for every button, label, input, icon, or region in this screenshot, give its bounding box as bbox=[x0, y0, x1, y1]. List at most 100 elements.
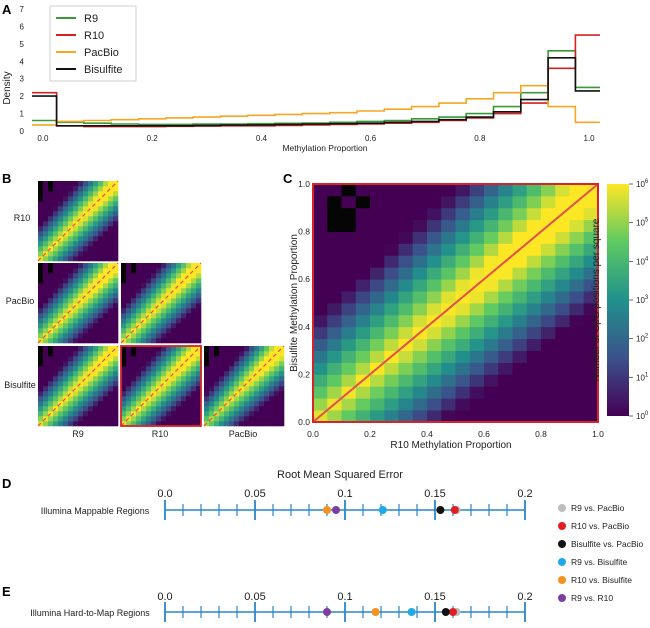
pairwise-heatmap-cell bbox=[108, 356, 114, 362]
pairwise-heatmap-cell bbox=[48, 371, 54, 377]
heatmap-cell bbox=[469, 267, 485, 280]
pairwise-heatmap-cell bbox=[93, 273, 99, 279]
pairwise-heatmap-cell bbox=[176, 421, 182, 427]
pairwise-heatmap-cell bbox=[83, 278, 89, 284]
heatmap-cell bbox=[441, 362, 456, 375]
pairwise-heatmap-cell bbox=[146, 406, 152, 412]
pairwise-heatmap-cell bbox=[73, 396, 79, 402]
pairwise-heatmap-cell bbox=[83, 221, 89, 227]
pairwise-heatmap-cell bbox=[181, 411, 187, 417]
pairwise-heatmap-cell bbox=[234, 366, 240, 372]
pairwise-heatmap-cell bbox=[73, 376, 79, 382]
pairwise-heatmap-cell bbox=[38, 231, 44, 237]
pairwise-heatmap-cell bbox=[108, 328, 114, 334]
pairwise-heatmap-cell bbox=[166, 278, 172, 284]
colorbar-tick-exponent: 6 bbox=[645, 179, 649, 185]
pairwise-heatmap bbox=[120, 262, 202, 344]
pairwise-heatmap-cell bbox=[181, 401, 187, 407]
pairwise-heatmap-cell bbox=[58, 298, 64, 304]
pairwise-heatmap-cell bbox=[156, 366, 162, 372]
pairwise-heatmap-cell bbox=[136, 293, 142, 299]
pairwise-heatmap-cell bbox=[141, 323, 147, 329]
pairwise-heatmap-cell bbox=[108, 273, 114, 279]
heatmap-cell bbox=[427, 231, 442, 244]
density-series-line bbox=[32, 84, 600, 126]
pairwise-heatmap-cell bbox=[171, 416, 177, 422]
heatmap-cell bbox=[484, 291, 499, 304]
pairwise-heatmap-cell bbox=[126, 323, 132, 329]
pairwise-heatmap-cell bbox=[181, 313, 187, 319]
pairwise-heatmap-cell bbox=[126, 273, 132, 279]
pairwise-heatmap-cell bbox=[73, 221, 79, 227]
pairwise-heatmap-cell bbox=[151, 283, 157, 289]
pairwise-heatmap-cell bbox=[234, 351, 240, 357]
pairwise-heatmap-cell bbox=[196, 381, 202, 387]
pairwise-heatmap-cell bbox=[43, 361, 49, 367]
pairwise-heatmap-cell bbox=[83, 323, 89, 329]
heatmap-cell bbox=[384, 255, 399, 268]
pairwise-heatmap-cell bbox=[279, 361, 285, 367]
pairwise-heatmap-cell bbox=[136, 288, 142, 294]
pairwise-heatmap-cell bbox=[121, 411, 127, 417]
pairwise-heatmap-cell bbox=[219, 366, 225, 372]
pairwise-heatmap-cell bbox=[196, 351, 202, 357]
pairwise-heatmap-cell bbox=[38, 216, 44, 222]
pairwise-heatmap-cell bbox=[98, 308, 104, 314]
pairwise-heatmap-cell bbox=[239, 416, 245, 422]
pairwise-heatmap-cell bbox=[58, 421, 64, 427]
pairwise-heatmap-cell bbox=[176, 371, 182, 377]
pairwise-heatmap-cell bbox=[186, 361, 192, 367]
pairwise-heatmap-cell bbox=[108, 318, 114, 324]
pairwise-heatmap-cell bbox=[98, 211, 104, 217]
heatmap-cell bbox=[569, 386, 585, 399]
pairwise-heatmap-cell bbox=[156, 381, 162, 387]
pairwise-heatmap-cell bbox=[108, 346, 114, 352]
heatmap-cell bbox=[555, 231, 570, 244]
heatmap-cell bbox=[398, 255, 414, 268]
pairwise-heatmap-cell bbox=[121, 308, 127, 314]
pairwise-heatmap-cell bbox=[161, 351, 167, 357]
heatmap-cell bbox=[398, 398, 414, 411]
pairwise-heatmap-cell bbox=[68, 273, 74, 279]
pairwise-heatmap-cell bbox=[229, 416, 235, 422]
pairwise-heatmap-cell bbox=[53, 263, 59, 269]
pairwise-heatmap-cell bbox=[131, 351, 137, 357]
pairwise-heatmap-cell bbox=[274, 416, 280, 422]
pairwise-heatmap-cell bbox=[196, 288, 202, 294]
pairwise-heatmap-cell bbox=[131, 421, 137, 427]
heatmap-cell bbox=[327, 303, 342, 316]
pairwise-heatmap-cell bbox=[146, 268, 152, 274]
pairwise-heatmap-cell bbox=[108, 406, 114, 412]
pairwise-heatmap-cell bbox=[108, 181, 114, 187]
pairwise-heatmap-cell bbox=[48, 318, 54, 324]
pairwise-heatmap-cell bbox=[93, 421, 99, 427]
pairwise-heatmap-cell bbox=[48, 236, 54, 242]
pairwise-heatmap-cell bbox=[38, 376, 44, 382]
pairwise-heatmap-cell bbox=[126, 263, 132, 269]
pairwise-heatmap-cell bbox=[58, 263, 64, 269]
heatmap-cell bbox=[484, 255, 499, 268]
pairwise-heatmap-cell bbox=[156, 391, 162, 397]
colorbar bbox=[607, 184, 629, 416]
heatmap-cell bbox=[555, 410, 570, 423]
pairwise-heatmap-cell bbox=[161, 421, 167, 427]
heatmap-cell bbox=[555, 255, 570, 268]
heatmap-cell bbox=[427, 267, 442, 280]
pairwise-heatmap-cell bbox=[113, 308, 119, 314]
heatmap-cell bbox=[341, 207, 357, 221]
pairwise-heatmap-cell bbox=[214, 401, 220, 407]
pairwise-heatmap-cell bbox=[151, 356, 157, 362]
heatmap-cell bbox=[355, 398, 371, 411]
pairwise-heatmap-cell bbox=[58, 391, 64, 397]
pairwise-heatmap-cell bbox=[141, 386, 147, 392]
pairwise-heatmap-cell bbox=[121, 401, 127, 407]
pairwise-heatmap-cell bbox=[63, 318, 69, 324]
pairwise-heatmap-cell bbox=[68, 221, 74, 227]
pairwise-heatmap-cell bbox=[121, 356, 127, 362]
heatmap-cell bbox=[370, 279, 385, 292]
heatmap-cell bbox=[412, 314, 428, 328]
pairwise-heatmap-cell bbox=[181, 268, 187, 274]
pairwise-heatmap-cell bbox=[229, 356, 235, 362]
pairwise-heatmap-cell bbox=[166, 366, 172, 372]
pairwise-heatmap-cell bbox=[146, 371, 152, 377]
